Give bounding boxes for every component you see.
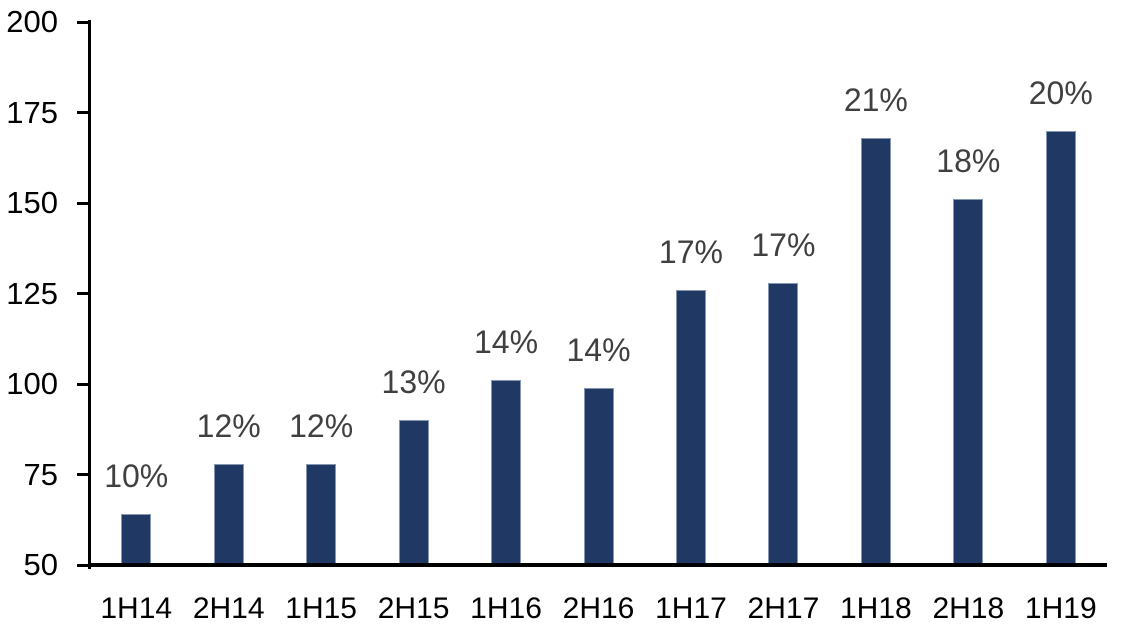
y-tick-label: 100 bbox=[6, 366, 58, 401]
y-tick-mark bbox=[77, 292, 88, 295]
x-tick-label: 1H18 bbox=[840, 592, 912, 625]
y-tick-mark bbox=[77, 20, 88, 24]
y-tick-label: 150 bbox=[6, 185, 58, 220]
bar bbox=[213, 463, 244, 565]
x-tick-label: 1H17 bbox=[655, 592, 727, 625]
bar-value-label: 12% bbox=[289, 407, 354, 444]
x-tick-label: 1H14 bbox=[100, 592, 173, 625]
bar-value-label: 21% bbox=[843, 81, 908, 118]
x-tick-label: 1H19 bbox=[1024, 592, 1097, 625]
y-tick-mark bbox=[77, 382, 88, 386]
x-tick-label: 2H18 bbox=[932, 592, 1005, 625]
bar bbox=[768, 282, 799, 565]
y-tick-label: 125 bbox=[6, 275, 58, 311]
x-tick-label: 2H17 bbox=[747, 592, 820, 625]
x-tick-label: 2H16 bbox=[562, 592, 635, 625]
x-tick-label: 2H15 bbox=[377, 592, 450, 625]
bar-value-label: 20% bbox=[1028, 74, 1093, 111]
y-tick-mark bbox=[77, 563, 88, 567]
bar-value-label: 13% bbox=[381, 364, 446, 401]
bar-value-label: 10% bbox=[104, 458, 169, 495]
y-tick-mark bbox=[77, 473, 88, 476]
y-tick-label: 200 bbox=[6, 4, 58, 39]
y-axis-line bbox=[88, 20, 91, 569]
x-tick-label: 1H15 bbox=[285, 592, 357, 625]
bar-value-label: 17% bbox=[658, 233, 723, 270]
bar bbox=[121, 514, 152, 565]
x-axis-line bbox=[88, 563, 1107, 567]
bar bbox=[491, 380, 522, 565]
bar-value-label: 14% bbox=[566, 331, 631, 368]
bar-value-label: 18% bbox=[936, 143, 1001, 180]
bar bbox=[1045, 130, 1076, 565]
bar-value-label: 14% bbox=[474, 324, 539, 361]
bar bbox=[675, 289, 706, 565]
y-tick-mark bbox=[77, 111, 88, 114]
bar bbox=[306, 463, 337, 565]
y-tick-mark bbox=[77, 201, 88, 205]
bar bbox=[953, 199, 984, 565]
bar bbox=[398, 420, 429, 565]
y-tick-label: 50 bbox=[23, 547, 58, 582]
x-tick-label: 2H14 bbox=[192, 592, 265, 625]
bar-value-label: 17% bbox=[751, 226, 816, 263]
bar bbox=[583, 387, 614, 565]
bar-value-label: 12% bbox=[196, 407, 261, 444]
bar bbox=[860, 137, 891, 565]
y-tick-label: 75 bbox=[23, 456, 58, 492]
y-tick-label: 175 bbox=[6, 94, 58, 130]
x-tick-label: 1H16 bbox=[470, 592, 542, 625]
